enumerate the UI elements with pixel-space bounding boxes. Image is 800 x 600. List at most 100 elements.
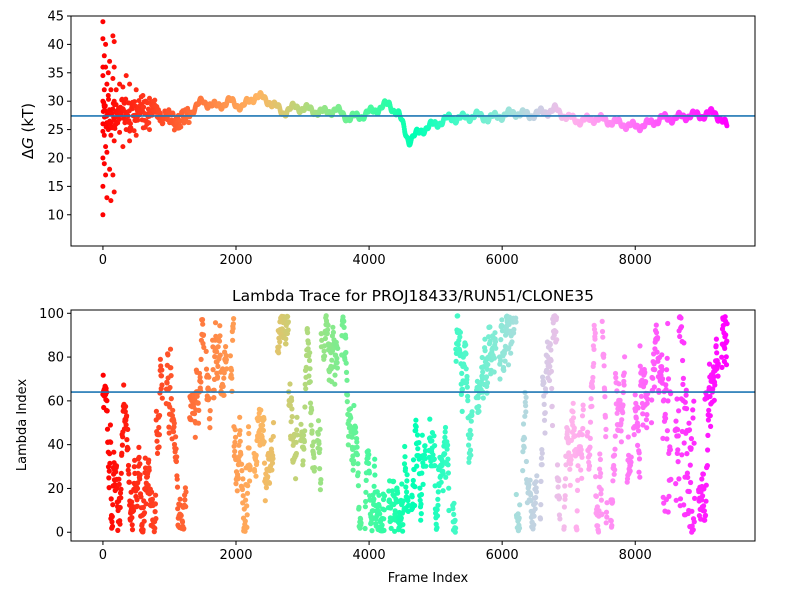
delta-g-point — [110, 76, 116, 81]
lambda-point — [363, 498, 369, 505]
delta-g-point — [127, 81, 133, 87]
lambda-point — [432, 463, 438, 469]
delta-g-point — [136, 98, 142, 104]
lambda-point — [308, 422, 314, 428]
lambda-point — [659, 352, 665, 358]
lambda-point — [235, 474, 241, 481]
lambda-point — [168, 373, 174, 379]
lambda-point — [602, 387, 608, 393]
lambda-point — [712, 382, 718, 388]
lambda-point — [402, 465, 409, 471]
lambda-point — [388, 525, 394, 532]
lambda-point — [301, 439, 307, 445]
lambda-point — [414, 463, 420, 469]
lambda-point — [381, 493, 388, 499]
lambda-point — [463, 342, 469, 348]
lambda-point — [175, 506, 181, 512]
lambda-point — [107, 460, 113, 466]
lambda-point — [562, 476, 569, 482]
lambda-point — [700, 493, 706, 499]
lambda-point — [464, 373, 470, 380]
lambda-point — [715, 361, 721, 367]
lambda-point — [392, 528, 398, 534]
lambda-point — [653, 330, 660, 336]
lambda-point — [123, 403, 129, 410]
lambda-point — [598, 497, 605, 503]
lambda-point — [685, 474, 691, 480]
lambda-point — [198, 356, 204, 362]
delta-g-point — [120, 144, 126, 150]
lambda-point — [531, 522, 537, 528]
delta-g-point — [128, 121, 133, 127]
delta-g-point — [106, 96, 111, 102]
lambda-point — [548, 347, 554, 353]
lambda-point — [654, 349, 660, 355]
lambda-point — [106, 485, 112, 491]
lambda-point — [260, 427, 266, 433]
lambda-point — [628, 459, 634, 465]
lambda-point — [516, 525, 523, 531]
lambda-point — [207, 416, 213, 422]
lambda-point — [343, 349, 349, 356]
lambda-point — [107, 422, 113, 428]
lambda-point — [157, 390, 163, 396]
lambda-point — [335, 345, 341, 351]
lambda-point — [723, 332, 729, 338]
lambda-point — [538, 478, 544, 484]
lambda-point — [458, 350, 464, 356]
lambda-point — [307, 400, 314, 406]
lambda-point — [562, 483, 568, 489]
lambda-point — [353, 429, 359, 435]
delta-g-point — [127, 138, 133, 144]
lambda-point — [322, 335, 328, 342]
lambda-point — [677, 496, 684, 502]
delta-g-point — [113, 121, 119, 127]
lambda-point — [183, 504, 189, 510]
lambda-point — [458, 391, 464, 397]
lambda-point — [200, 332, 207, 338]
lambda-point — [405, 502, 412, 508]
lambda-point — [591, 322, 597, 328]
lambda-point — [660, 435, 666, 441]
lambda-point — [203, 348, 209, 354]
lambda-point — [200, 321, 206, 327]
lambda-point — [600, 334, 606, 340]
lambda-point — [114, 485, 120, 491]
lambda-point — [563, 462, 569, 468]
lambda-point — [260, 422, 266, 428]
lambda-point — [644, 425, 650, 431]
lambda-point — [334, 365, 340, 371]
lambda-point — [402, 443, 408, 450]
lambda-point — [212, 320, 219, 326]
lambda-point — [604, 500, 610, 506]
delta-g-point — [109, 111, 115, 117]
lambda-point — [506, 321, 512, 327]
lambda-point — [663, 386, 669, 393]
lambda-point — [677, 333, 683, 340]
lambda-point — [348, 415, 354, 421]
lambda-point — [612, 467, 618, 473]
lambda-point — [240, 493, 246, 499]
lambda-point — [648, 420, 655, 426]
lambda-point — [598, 487, 604, 493]
lambda-point — [366, 470, 372, 476]
lambda-point — [508, 350, 514, 356]
lambda-point — [621, 382, 627, 388]
lambda-point — [343, 360, 349, 366]
lambda-point — [165, 352, 171, 358]
lambda-point — [431, 456, 437, 462]
lambda-point — [156, 444, 162, 450]
lambda-point — [153, 516, 159, 522]
lambda-point — [363, 477, 369, 483]
lambda-point — [533, 485, 539, 491]
lambda-point — [216, 338, 223, 344]
lambda-point — [418, 517, 424, 523]
lambda-point — [217, 333, 223, 339]
lambda-point — [628, 454, 634, 460]
lambda-point — [236, 442, 242, 448]
lambda-point — [662, 411, 668, 417]
lambda-point — [435, 502, 441, 508]
lambda-point — [381, 516, 387, 522]
lambda-point — [586, 463, 593, 469]
lambda-point — [363, 489, 369, 495]
